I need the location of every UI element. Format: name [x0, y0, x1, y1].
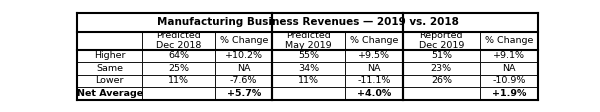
Bar: [403, 75, 480, 87]
Text: Lower: Lower: [95, 76, 124, 85]
Text: 11%: 11%: [168, 76, 189, 85]
Text: 34%: 34%: [298, 64, 319, 73]
Text: +4.0%: +4.0%: [356, 89, 391, 98]
Bar: [142, 75, 215, 87]
Text: 11%: 11%: [298, 76, 319, 85]
Text: Higher: Higher: [94, 51, 125, 60]
Text: +9.1%: +9.1%: [493, 51, 525, 60]
Bar: [272, 50, 345, 62]
Bar: [142, 87, 215, 100]
Bar: [142, 50, 215, 62]
Bar: [77, 13, 538, 32]
Text: -11.1%: -11.1%: [357, 76, 391, 85]
Text: -7.6%: -7.6%: [230, 76, 257, 85]
Text: Predicted
May 2019: Predicted May 2019: [286, 31, 332, 50]
Bar: [480, 50, 538, 62]
Text: 51%: 51%: [431, 51, 452, 60]
Bar: [480, 62, 538, 75]
Bar: [480, 75, 538, 87]
Text: % Change: % Change: [220, 36, 268, 45]
Bar: [142, 32, 215, 50]
Text: 26%: 26%: [431, 76, 452, 85]
Bar: [403, 87, 480, 100]
Text: +9.5%: +9.5%: [358, 51, 390, 60]
Text: +5.7%: +5.7%: [227, 89, 261, 98]
Bar: [215, 87, 272, 100]
Bar: [403, 50, 480, 62]
Bar: [345, 87, 403, 100]
Bar: [77, 62, 142, 75]
Bar: [403, 32, 480, 50]
Text: % Change: % Change: [350, 36, 398, 45]
Bar: [77, 50, 142, 62]
Bar: [142, 62, 215, 75]
Text: Same: Same: [97, 64, 124, 73]
Bar: [77, 75, 142, 87]
Bar: [77, 87, 142, 100]
Bar: [77, 32, 142, 50]
Text: 23%: 23%: [431, 64, 452, 73]
Bar: [215, 62, 272, 75]
Bar: [345, 50, 403, 62]
Text: 25%: 25%: [168, 64, 189, 73]
Bar: [215, 50, 272, 62]
Text: 55%: 55%: [298, 51, 319, 60]
Text: 64%: 64%: [168, 51, 189, 60]
Bar: [403, 62, 480, 75]
Bar: [272, 75, 345, 87]
Bar: [272, 87, 345, 100]
Text: +10.2%: +10.2%: [225, 51, 263, 60]
Text: Reported
Dec 2019: Reported Dec 2019: [419, 31, 464, 50]
Bar: [272, 62, 345, 75]
Text: +1.9%: +1.9%: [492, 89, 526, 98]
Bar: [272, 32, 345, 50]
Bar: [215, 75, 272, 87]
Bar: [345, 75, 403, 87]
Text: NA: NA: [237, 64, 250, 73]
Text: Net Average: Net Average: [77, 89, 143, 98]
Text: Manufacturing Business Revenues — 2019 vs. 2018: Manufacturing Business Revenues — 2019 v…: [157, 17, 458, 27]
Text: Predicted
Dec 2018: Predicted Dec 2018: [156, 31, 202, 50]
Bar: [215, 32, 272, 50]
Bar: [480, 32, 538, 50]
Text: -10.9%: -10.9%: [492, 76, 526, 85]
Text: NA: NA: [502, 64, 515, 73]
Text: NA: NA: [367, 64, 380, 73]
Bar: [480, 87, 538, 100]
Text: % Change: % Change: [485, 36, 533, 45]
Bar: [345, 62, 403, 75]
Bar: [345, 32, 403, 50]
